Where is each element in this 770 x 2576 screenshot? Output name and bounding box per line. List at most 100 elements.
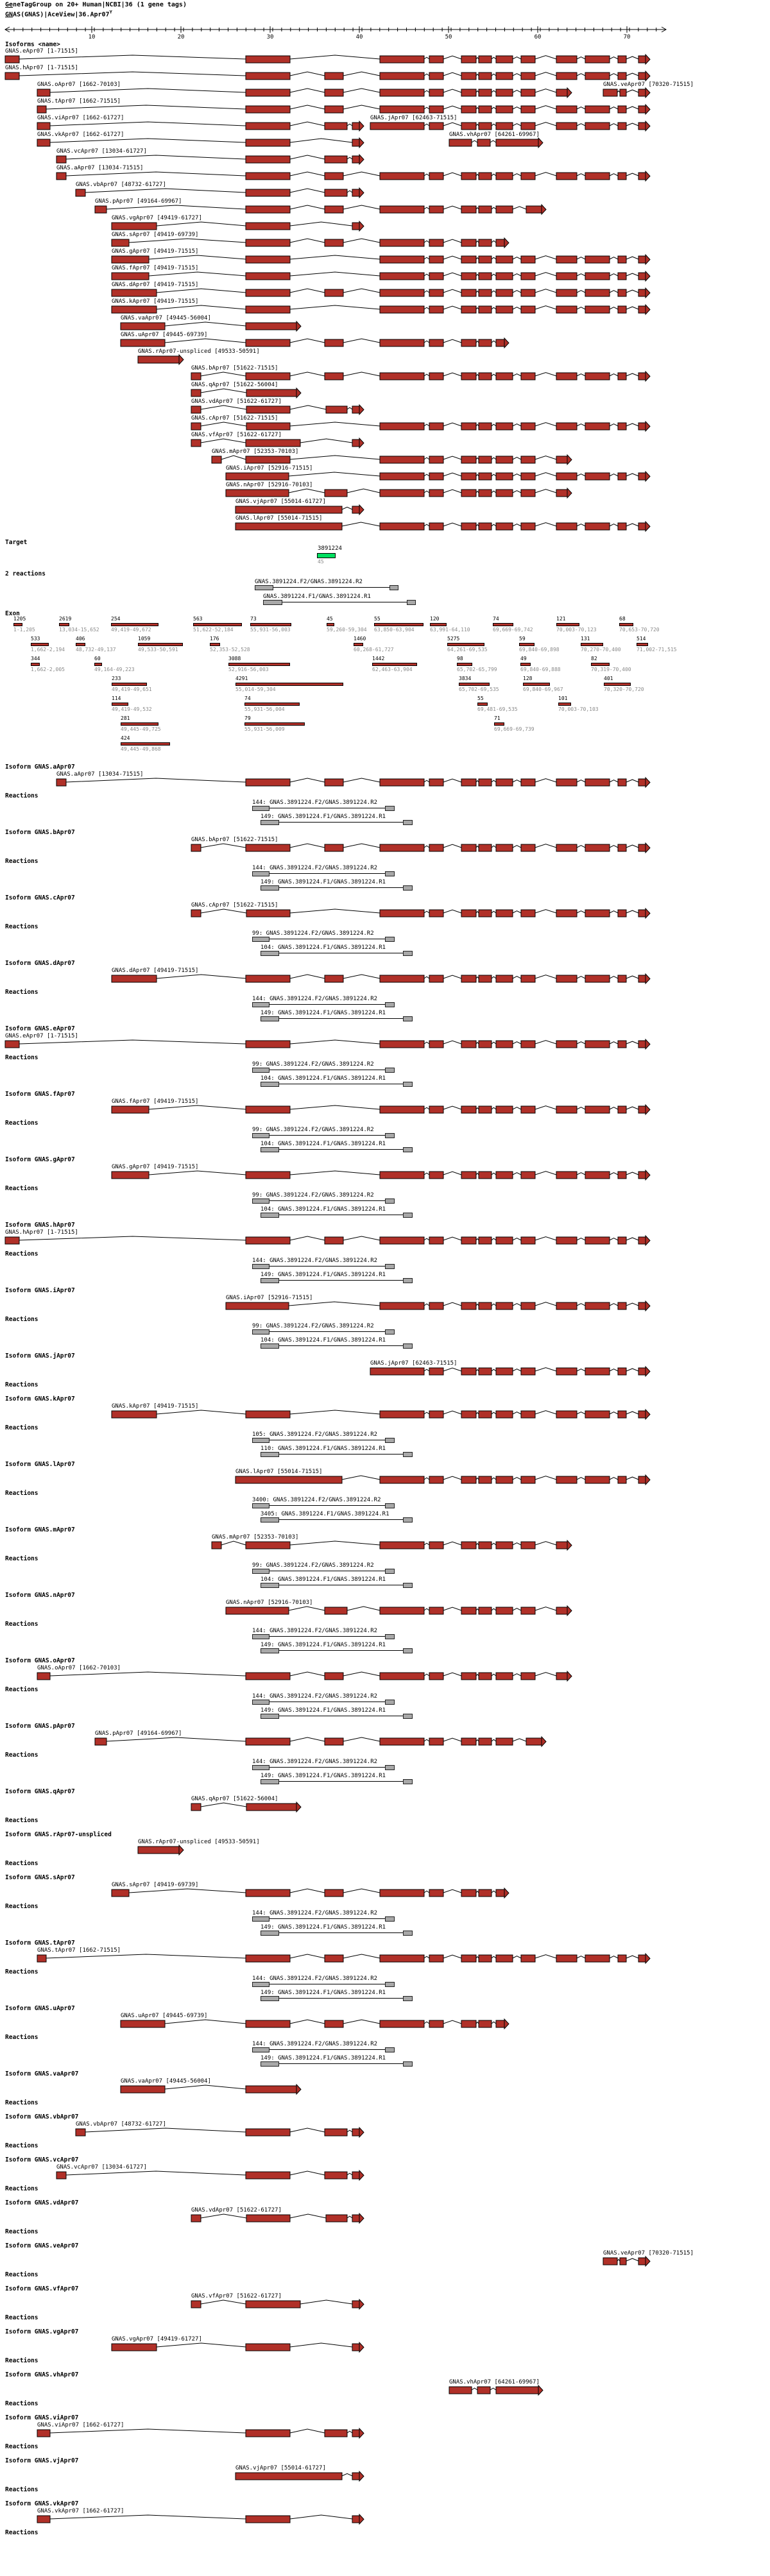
exon-bar[interactable] xyxy=(447,643,484,646)
reaction-s-2-rev-primer[interactable] xyxy=(403,1931,413,1936)
exon-bar[interactable] xyxy=(138,643,183,646)
reaction-h-1-rev-primer[interactable] xyxy=(385,1264,395,1269)
exon-size-label[interactable]: 344 xyxy=(31,656,40,661)
exon-size-label[interactable]: 563 xyxy=(193,616,203,622)
isoform-track-GNAS.veApr07[interactable] xyxy=(0,2255,706,2267)
isoform-track-GNAS.vhApr07[interactable] xyxy=(0,137,706,149)
exon-size-label[interactable]: 1059 xyxy=(138,636,151,642)
exon-bar[interactable] xyxy=(235,683,343,686)
exon-size-label[interactable]: 281 xyxy=(121,715,130,721)
isoform-label-GNAS.vgApr07[interactable]: GNAS.vgApr07 [49419-61727] xyxy=(112,215,202,221)
isoform-track-GNAS.vdApr07[interactable] xyxy=(0,404,706,416)
isoform-track-GNAS.kApr07[interactable] xyxy=(0,1408,706,1420)
isoform-track-GNAS.oApr07[interactable] xyxy=(0,1670,706,1682)
exon-size-label[interactable]: 74 xyxy=(493,616,499,622)
isoform-track-GNAS.pApr07[interactable] xyxy=(0,203,706,216)
isoform-track-GNAS.hApr07[interactable] xyxy=(0,70,706,82)
reaction-d-1-rev-primer[interactable] xyxy=(385,1002,395,1007)
reaction-t-1-fwd-primer[interactable] xyxy=(252,1982,270,1987)
exon-size-label[interactable]: 131 xyxy=(581,636,590,642)
reaction-c-1-rev-primer[interactable] xyxy=(385,937,395,942)
target-id-label[interactable]: 3891224 xyxy=(318,545,342,552)
reaction-t-2-rev-primer[interactable] xyxy=(403,1996,413,2001)
isoform-label-GNAS.qApr07[interactable]: GNAS.qApr07 [51622-56004] xyxy=(191,382,278,388)
reaction-g-1-fwd-primer[interactable] xyxy=(252,1198,270,1204)
reaction-u-2-rev-primer[interactable] xyxy=(403,2061,413,2067)
isoform-label-GNAS.tApr07[interactable]: GNAS.tApr07 [1662-71515] xyxy=(37,1947,121,1954)
reaction-i-1-label[interactable]: 99: GNAS.3891224.F2/GNAS.3891224.R2 xyxy=(252,1323,374,1329)
isoform-track-GNAS.vjApr07[interactable] xyxy=(0,504,706,516)
isoform-label-GNAS.eApr07[interactable]: GNAS.eApr07 [1-71515] xyxy=(5,1033,78,1039)
isoform-label-GNAS.vhApr07[interactable]: GNAS.vhApr07 [64261-69967] xyxy=(449,132,540,138)
reaction-s-2-fwd-primer[interactable] xyxy=(261,1931,279,1936)
reaction-m-2-rev-primer[interactable] xyxy=(403,1583,413,1588)
exon-bar[interactable] xyxy=(76,643,85,646)
isoform-label-GNAS.aApr07[interactable]: GNAS.aApr07 [13034-71515] xyxy=(56,165,144,171)
isoform-track-GNAS.vbApr07[interactable] xyxy=(0,2126,706,2138)
reaction-a-2-rev-primer[interactable] xyxy=(403,820,413,825)
exon-size-label[interactable]: 82 xyxy=(591,656,597,661)
reaction-h-2-fwd-primer[interactable] xyxy=(261,1278,279,1283)
reaction-h-2-label[interactable]: 149: GNAS.3891224.F1/GNAS.3891224.R1 xyxy=(261,1272,386,1278)
exon-bar[interactable] xyxy=(327,623,334,626)
exon-size-label[interactable]: 73 xyxy=(250,616,257,622)
reaction-t-1-label[interactable]: 144: GNAS.3891224.F2/GNAS.3891224.R2 xyxy=(252,1975,378,1982)
exon-bar[interactable] xyxy=(121,722,158,726)
exon-bar[interactable] xyxy=(519,643,535,646)
exon-size-label[interactable]: 101 xyxy=(558,695,568,701)
reaction-o-2-label[interactable]: 149: GNAS.3891224.F1/GNAS.3891224.R1 xyxy=(261,1707,386,1714)
reaction-p-2-fwd-primer[interactable] xyxy=(261,1779,279,1784)
exon-bar[interactable] xyxy=(457,663,472,666)
isoform-track-GNAS.tApr07[interactable] xyxy=(0,1952,706,1965)
exon-bar[interactable] xyxy=(112,683,147,686)
isoform-label-GNAS.nApr07[interactable]: GNAS.nApr07 [52916-70103] xyxy=(226,1599,313,1606)
isoform-label-GNAS.lApr07[interactable]: GNAS.lApr07 [55014-71515] xyxy=(235,515,323,522)
isoform-label-GNAS.mApr07[interactable]: GNAS.mApr07 [52353-70103] xyxy=(212,448,299,455)
exon-bar[interactable] xyxy=(637,643,648,646)
exon-size-label[interactable]: 98 xyxy=(457,656,463,661)
exon-size-label[interactable]: 49 xyxy=(520,656,527,661)
isoform-track-GNAS.aApr07[interactable] xyxy=(0,776,706,789)
reaction-l-2-label[interactable]: 3405: GNAS.3891224.F1/GNAS.3891224.R1 xyxy=(261,1511,389,1517)
reaction-i-2-label[interactable]: 104: GNAS.3891224.F1/GNAS.3891224.R1 xyxy=(261,1337,386,1343)
isoform-track-GNAS.tApr07[interactable] xyxy=(0,103,706,115)
exon-bar[interactable] xyxy=(430,623,447,626)
isoform-label-GNAS.vjApr07[interactable]: GNAS.vjApr07 [55014-61727] xyxy=(235,2465,326,2471)
isoform-label-GNAS.lApr07[interactable]: GNAS.lApr07 [55014-71515] xyxy=(235,1469,323,1475)
isoform-track-GNAS.vaApr07[interactable] xyxy=(0,2083,706,2095)
reaction-p-2-label[interactable]: 149: GNAS.3891224.F1/GNAS.3891224.R1 xyxy=(261,1773,386,1779)
isoform-label-GNAS.hApr07[interactable]: GNAS.hApr07 [1-71515] xyxy=(5,1229,78,1236)
isoform-label-GNAS.viApr07[interactable]: GNAS.viApr07 [1662-61727] xyxy=(37,2422,124,2428)
reaction-m-1-label[interactable]: 99: GNAS.3891224.F2/GNAS.3891224.R2 xyxy=(252,1562,374,1569)
exon-bar[interactable] xyxy=(111,623,158,626)
reaction-n-2-label[interactable]: 149: GNAS.3891224.F1/GNAS.3891224.R1 xyxy=(261,1642,386,1648)
reaction-s-1-fwd-primer[interactable] xyxy=(252,1916,270,1922)
reaction-u-1-label[interactable]: 144: GNAS.3891224.F2/GNAS.3891224.R2 xyxy=(252,2041,378,2047)
isoform-label-GNAS.oApr07[interactable]: GNAS.oApr07 [1662-70103] xyxy=(37,1665,121,1671)
exon-bar[interactable] xyxy=(354,643,363,646)
reaction-c-1-fwd-primer[interactable] xyxy=(252,937,270,942)
reaction-h-1-fwd-primer[interactable] xyxy=(252,1264,270,1269)
isoform-track-GNAS.vjApr07[interactable] xyxy=(0,2470,706,2482)
isoform-track-GNAS.dApr07[interactable] xyxy=(0,287,706,299)
reaction-u-1-rev-primer[interactable] xyxy=(385,2047,395,2052)
reaction-g-2-label[interactable]: 104: GNAS.3891224.F1/GNAS.3891224.R1 xyxy=(261,1206,386,1213)
reaction-h-1-label[interactable]: 144: GNAS.3891224.F2/GNAS.3891224.R2 xyxy=(252,1258,378,1264)
reaction-o-2-rev-primer[interactable] xyxy=(403,1714,413,1719)
exon-bar[interactable] xyxy=(494,722,504,726)
reaction-o-1-label[interactable]: 144: GNAS.3891224.F2/GNAS.3891224.R2 xyxy=(252,1693,378,1700)
isoform-track-GNAS.gApr07[interactable] xyxy=(0,253,706,266)
reaction-l-1-fwd-primer[interactable] xyxy=(252,1503,270,1508)
isoform-label-GNAS.viApr07[interactable]: GNAS.viApr07 [1662-61727] xyxy=(37,115,124,121)
exon-size-label[interactable]: 68 xyxy=(619,616,626,622)
isoform-label-GNAS.vgApr07[interactable]: GNAS.vgApr07 [49419-61727] xyxy=(112,2336,202,2342)
isoform-label-GNAS.mApr07[interactable]: GNAS.mApr07 [52353-70103] xyxy=(212,1534,299,1540)
reaction-p-1-fwd-primer[interactable] xyxy=(252,1765,270,1770)
reaction-k-1-rev-primer[interactable] xyxy=(385,1438,395,1443)
isoform-track-GNAS.eApr07[interactable] xyxy=(0,1038,706,1050)
isoform-track-GNAS.aApr07[interactable] xyxy=(0,170,706,182)
reaction-s-1-label[interactable]: 144: GNAS.3891224.F2/GNAS.3891224.R2 xyxy=(252,1910,378,1916)
reaction-n-1-fwd-primer[interactable] xyxy=(252,1634,270,1639)
summary-reaction-1-rev-primer[interactable] xyxy=(389,585,398,590)
isoform-label-GNAS.vkApr07[interactable]: GNAS.vkApr07 [1662-61727] xyxy=(37,2508,124,2514)
